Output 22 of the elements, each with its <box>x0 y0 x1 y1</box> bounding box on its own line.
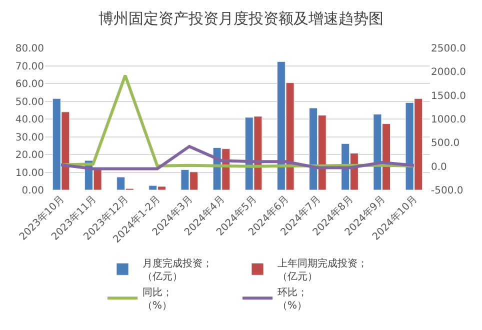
y2-tick-label: 2000.0 <box>431 67 466 78</box>
y2-tick-label: 2500.0 <box>431 44 466 54</box>
chart-title: 博州固定资产投资月度投资额及增速趋势图 <box>98 10 384 28</box>
y-tick-label: 40.00 <box>15 114 44 126</box>
y-tick-label: 70.00 <box>15 61 44 72</box>
line-series <box>60 144 416 170</box>
y2-tick-label: -500.0 <box>431 186 464 196</box>
y-tick-label: 10.00 <box>15 168 44 179</box>
y-tick-label: 80.00 <box>15 44 44 54</box>
y2-tick-label: 1000.0 <box>431 114 466 126</box>
y2-tick-label: 0.0 <box>431 162 447 173</box>
y-tick-label: 0.00 <box>22 186 44 196</box>
legend-label: 同比；（%） <box>142 286 172 312</box>
legend-label: 环比；（%） <box>278 286 308 312</box>
y-tick-label: 20.00 <box>15 150 44 161</box>
legend-label: 月度完成投资；（亿元） <box>142 258 212 283</box>
legend-label: 上年同期完成投资；（亿元） <box>278 258 368 283</box>
y2-tick-label: 500.0 <box>431 138 460 150</box>
y2-tick-label: 1500.0 <box>431 90 466 102</box>
y-tick-label: 60.00 <box>15 79 44 90</box>
y-tick-label: 30.00 <box>15 132 44 144</box>
y-tick-label: 50.00 <box>15 96 44 108</box>
